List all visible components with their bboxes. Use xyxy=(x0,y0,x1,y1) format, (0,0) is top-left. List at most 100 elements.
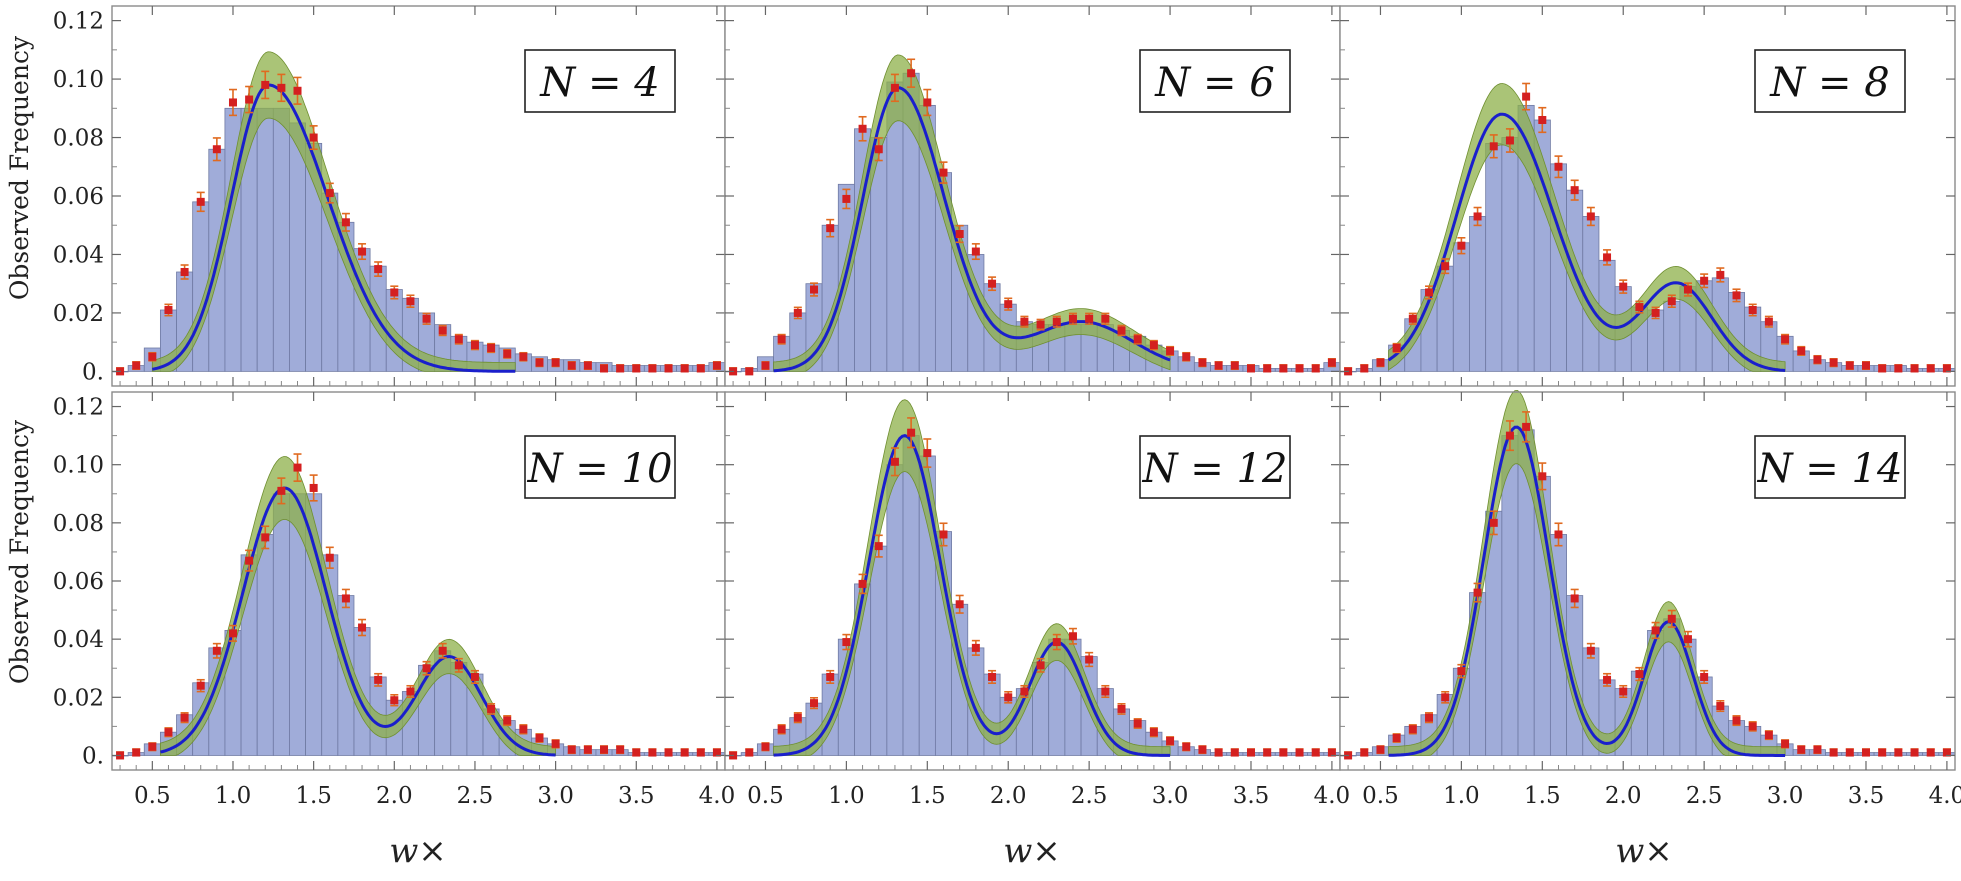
histogram-bars xyxy=(724,72,1341,373)
y-ticks: 0. 0.02 0.04 0.06 0.08 0.10 0.12 xyxy=(53,9,725,385)
n-label-box xyxy=(524,49,676,113)
data-point xyxy=(132,361,141,370)
data-point xyxy=(826,224,835,233)
x-ticks xyxy=(732,6,1333,386)
fit-curve xyxy=(773,434,1171,757)
x-axis-label-col1: w× xyxy=(389,831,447,871)
y-ticks xyxy=(725,405,1340,757)
data-point xyxy=(600,364,609,373)
data-point xyxy=(358,623,367,632)
x-tick-label: 3.5 xyxy=(1233,783,1270,809)
x-tick-label: 2.0 xyxy=(376,783,413,809)
data-point xyxy=(1522,92,1531,101)
data-point xyxy=(1360,364,1369,373)
x-tick-label: 4.0 xyxy=(1929,783,1961,809)
x-tick-label: 4.0 xyxy=(1314,783,1351,809)
n-label: N = 14 xyxy=(1757,446,1903,492)
data-point xyxy=(454,335,463,344)
data-point xyxy=(939,168,948,177)
histogram-bar xyxy=(1501,137,1519,372)
data-point xyxy=(1683,285,1692,294)
data-point xyxy=(454,661,463,670)
n-label: N = 10 xyxy=(527,446,673,492)
data-point xyxy=(1732,291,1741,300)
data-point xyxy=(1182,352,1191,361)
y-tick-label: 0. xyxy=(82,359,104,385)
data-point xyxy=(132,748,141,757)
data-point xyxy=(632,364,641,373)
x-tick-label: 1.5 xyxy=(909,783,946,809)
data-point xyxy=(277,83,286,92)
data-point xyxy=(164,728,173,737)
x-tick-label: 0.5 xyxy=(747,783,784,809)
data-point xyxy=(245,95,254,104)
x-tick-label: 1.5 xyxy=(295,783,332,809)
data-point xyxy=(535,734,544,743)
data-point xyxy=(1861,361,1870,370)
data-point xyxy=(1166,736,1175,745)
data-point xyxy=(503,716,512,725)
x-tick-label: 2.5 xyxy=(1686,783,1723,809)
data-point xyxy=(890,457,899,466)
data-point xyxy=(1813,745,1822,754)
y-tick-label: 0.02 xyxy=(53,685,104,711)
data-point xyxy=(390,696,399,705)
y-tick-label: 0.08 xyxy=(53,511,104,537)
fit-curve xyxy=(1388,425,1786,757)
data-point xyxy=(1732,716,1741,725)
data-point xyxy=(1004,693,1013,702)
y-tick-label: 0.02 xyxy=(53,301,104,327)
data-point xyxy=(1700,276,1709,285)
panel-6: 0.5 1.0 1.5 2.0 2.5 3.0 3.5 4.0 N = 14 xyxy=(1339,389,1961,809)
data-point xyxy=(1619,687,1628,696)
data-point xyxy=(1489,142,1498,151)
x-tick-label: 3.5 xyxy=(618,783,655,809)
data-point xyxy=(1230,361,1239,370)
data-point xyxy=(1085,314,1094,323)
data-point xyxy=(148,742,157,751)
data-point xyxy=(777,335,786,344)
data-point xyxy=(422,314,431,323)
y-axis-label-bottom: Observed Frequency xyxy=(5,419,34,684)
n-label: N = 4 xyxy=(539,60,659,106)
data-point xyxy=(1781,739,1790,748)
data-point xyxy=(761,742,770,751)
data-point xyxy=(1295,364,1304,373)
x-tick-label: 3.5 xyxy=(1848,783,1885,809)
data-point xyxy=(971,643,980,652)
data-point xyxy=(1894,364,1903,373)
data-point xyxy=(212,145,221,154)
panel-4: 0.5 1.0 1.5 2.0 2.5 3.0 3.5 4.00.0.020.040.060.… xyxy=(53,391,735,809)
data-point xyxy=(793,308,802,317)
data-point xyxy=(1327,748,1336,757)
data-point xyxy=(341,594,350,603)
n-label-box xyxy=(1754,49,1906,113)
x-ticks: 0.5 1.0 1.5 2.0 2.5 3.0 3.5 4.0 xyxy=(732,392,1351,809)
data-point xyxy=(648,748,657,757)
data-point xyxy=(1457,241,1466,250)
data-point xyxy=(890,83,899,92)
data-point xyxy=(1052,317,1061,326)
data-point xyxy=(939,530,948,539)
confidence-band xyxy=(773,54,1171,372)
x-ticks xyxy=(119,6,718,386)
x-ticks: 0.5 1.0 1.5 2.0 2.5 3.0 3.5 4.0 xyxy=(119,392,735,809)
data-point xyxy=(1651,308,1660,317)
y-tick-label: 0.10 xyxy=(53,67,104,93)
data-point xyxy=(1635,303,1644,312)
data-point xyxy=(793,713,802,722)
data-points xyxy=(1344,411,1951,760)
data-point xyxy=(1425,713,1434,722)
data-point xyxy=(1473,588,1482,597)
data-point xyxy=(1230,748,1239,757)
data-points xyxy=(729,417,1336,760)
histogram-bar xyxy=(886,464,904,756)
y-tick-label: 0.04 xyxy=(53,242,104,268)
data-point xyxy=(1603,675,1612,684)
data-point xyxy=(1263,748,1272,757)
data-point xyxy=(1101,314,1110,323)
data-point xyxy=(842,194,851,203)
data-point xyxy=(406,687,415,696)
y-tick-label: 0.12 xyxy=(53,395,104,421)
data-point xyxy=(1036,320,1045,329)
